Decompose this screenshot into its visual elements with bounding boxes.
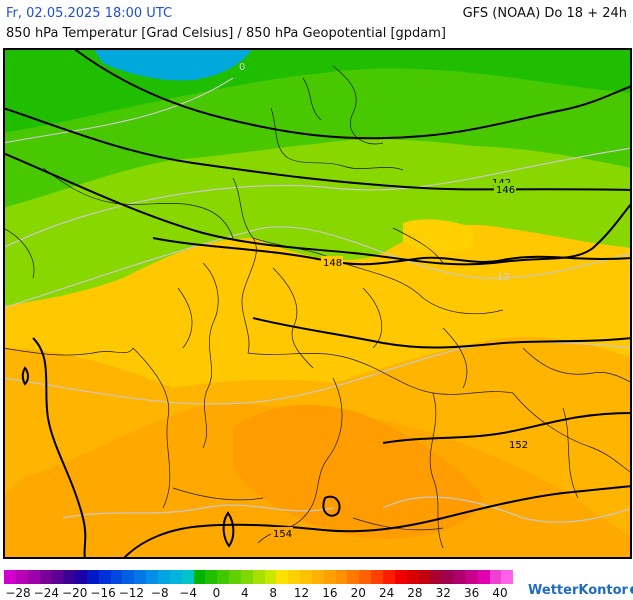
legend-swatch bbox=[335, 570, 348, 584]
temp-field-orange-core bbox=[233, 404, 483, 539]
legend-swatch bbox=[193, 570, 206, 584]
geopotential-contours bbox=[2, 47, 633, 560]
legend-swatch bbox=[288, 570, 301, 584]
legend-swatch bbox=[264, 570, 277, 584]
legend-swatch bbox=[501, 570, 514, 584]
contour-label-bg bbox=[321, 256, 343, 268]
contour-label-148: 148 bbox=[323, 258, 342, 269]
temp-field-cold bbox=[93, 48, 253, 81]
legend-swatch bbox=[181, 570, 194, 584]
legend-tick-labels: −28 −24 −20 −16 −12 −8 −4 0 4 8 12 16 20 24 28 32 36 40 bbox=[0, 586, 633, 600]
temp-field-warm-patch bbox=[403, 219, 473, 252]
map-frame bbox=[3, 48, 632, 559]
model-run-label: GFS (NOAA) Do 18 + 24h bbox=[462, 6, 627, 21]
legend-swatch bbox=[300, 570, 312, 584]
legend-tick: 12 bbox=[293, 586, 310, 600]
legend-swatch bbox=[430, 570, 443, 584]
legend-swatch bbox=[383, 570, 395, 584]
legend-swatch bbox=[75, 570, 87, 584]
legend-swatch bbox=[122, 570, 135, 584]
legend-swatch bbox=[15, 570, 28, 584]
legend-swatch bbox=[394, 570, 407, 584]
legend-tick: 8 bbox=[269, 586, 277, 600]
legend-tick: 32 bbox=[435, 586, 451, 600]
contour-label-146: 146 bbox=[496, 185, 515, 196]
legend-tick: −24 bbox=[33, 586, 60, 600]
legend-tick: −12 bbox=[118, 586, 145, 600]
legend-swatch bbox=[240, 570, 253, 584]
legend-tick: −28 bbox=[5, 586, 31, 600]
legend-swatch bbox=[146, 570, 158, 584]
legend-swatch bbox=[229, 570, 241, 584]
logo-dot-icon bbox=[629, 586, 633, 594]
weather-map: 0 12 bbox=[2, 47, 633, 560]
legend-swatch bbox=[51, 570, 64, 584]
legend-tick: −4 bbox=[179, 586, 197, 600]
isotherms bbox=[2, 77, 633, 523]
isotherm-label-12: 12 bbox=[497, 272, 510, 283]
legend-swatch bbox=[347, 570, 360, 584]
legend-swatch bbox=[442, 570, 455, 584]
legend-tick: 24 bbox=[378, 586, 395, 600]
legend-swatch bbox=[276, 570, 289, 584]
legend-swatch bbox=[477, 570, 490, 584]
legend-swatch bbox=[323, 570, 336, 584]
temperature-color-legend bbox=[4, 570, 514, 584]
legend-tick: −20 bbox=[62, 586, 88, 600]
isotherm-label-0: 0 bbox=[239, 62, 245, 73]
legend-swatch bbox=[4, 570, 16, 584]
contour-label-bg bbox=[507, 438, 529, 450]
contour-label-bg bbox=[271, 527, 293, 539]
legend-tick: 40 bbox=[492, 586, 508, 600]
legend-swatch bbox=[252, 570, 265, 584]
legend-swatch bbox=[489, 570, 502, 584]
legend-swatch bbox=[406, 570, 419, 584]
map-subtitle: 850 hPa Temperatur [Grad Celsius] / 850 … bbox=[6, 26, 447, 41]
contour-label-154: 154 bbox=[273, 529, 292, 540]
legend-swatch bbox=[418, 570, 431, 584]
legend-swatch bbox=[371, 570, 383, 584]
legend-tick: 28 bbox=[407, 586, 423, 600]
legend-tick: 0 bbox=[212, 586, 221, 600]
legend-tick: 4 bbox=[240, 586, 249, 600]
legend-swatch bbox=[157, 570, 170, 584]
legend-swatch bbox=[110, 570, 123, 584]
legend-swatch bbox=[205, 570, 218, 584]
legend-swatch bbox=[359, 570, 372, 584]
brand-name: WetterKontor bbox=[528, 583, 628, 598]
legend-tick: −16 bbox=[90, 586, 116, 600]
forecast-datetime: Fr, 02.05.2025 18:00 UTC bbox=[6, 6, 173, 21]
legend-swatch bbox=[27, 570, 40, 584]
legend-swatch bbox=[311, 570, 324, 584]
legend-swatch bbox=[39, 570, 52, 584]
legend-tick: 16 bbox=[322, 586, 338, 600]
contour-label-bg bbox=[494, 183, 516, 195]
wetterkontor-logo[interactable]: WetterKontor bbox=[528, 583, 633, 598]
legend-swatch bbox=[134, 570, 147, 584]
country-borders bbox=[2, 65, 633, 549]
contour-label-152: 152 bbox=[509, 440, 528, 451]
legend-swatch bbox=[86, 570, 99, 584]
legend-swatch bbox=[217, 570, 230, 584]
legend-swatch bbox=[63, 570, 76, 584]
legend-swatch bbox=[454, 570, 466, 584]
legend-tick: −8 bbox=[150, 586, 169, 600]
legend-swatch bbox=[465, 570, 478, 584]
legend-swatch bbox=[169, 570, 182, 584]
legend-tick: 20 bbox=[350, 586, 366, 600]
legend-swatch bbox=[98, 570, 111, 584]
legend-tick: 36 bbox=[464, 586, 480, 600]
